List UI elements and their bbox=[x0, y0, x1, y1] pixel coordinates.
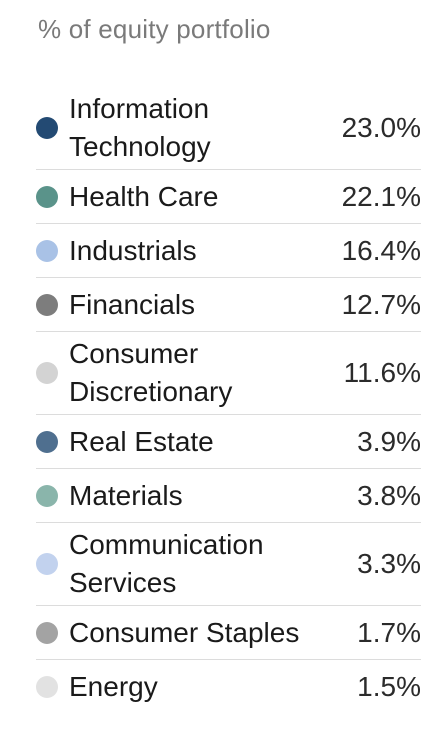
legend-dot-icon bbox=[36, 239, 58, 262]
list-item-financials: Financials 12.7% bbox=[36, 278, 421, 332]
sector-percentage: 11.6% bbox=[343, 357, 421, 388]
list-item-industrials: Industrials 16.4% bbox=[36, 224, 421, 278]
section-title: % of equity portfolio bbox=[38, 14, 271, 44]
sector-percentage: 3.8% bbox=[357, 479, 421, 511]
sector-label: Industrials bbox=[69, 234, 197, 266]
legend-dot-icon bbox=[36, 185, 58, 208]
sector-label: Consumer Discretionary bbox=[69, 338, 233, 407]
list-item-energy: Energy 1.5% bbox=[36, 660, 421, 714]
sector-label: Financials bbox=[69, 288, 196, 320]
sector-percentage: 16.4% bbox=[341, 234, 421, 266]
legend-dot-icon bbox=[36, 293, 58, 316]
sector-label: Health Care bbox=[69, 180, 219, 212]
sector-label: Real Estate bbox=[69, 425, 214, 457]
sector-label: Energy bbox=[69, 671, 158, 702]
legend-dot-icon bbox=[36, 484, 58, 507]
list-item-information-technology: Information Technology 23.0% bbox=[36, 87, 421, 170]
sector-percentage: 23.0% bbox=[341, 112, 421, 143]
legend-dot-icon bbox=[36, 553, 58, 575]
list-item-communication-services: Communication Services 3.3% bbox=[36, 523, 421, 606]
sector-percentage: 3.3% bbox=[357, 548, 421, 579]
list-item-consumer-staples: Consumer Staples 1.7% bbox=[36, 606, 421, 660]
sector-percentage: 1.5% bbox=[357, 671, 421, 702]
legend-dot-icon bbox=[36, 362, 58, 384]
sector-percentage: 3.9% bbox=[357, 425, 421, 457]
legend-dot-icon bbox=[36, 676, 58, 698]
legend-dot-icon bbox=[36, 117, 58, 139]
sector-label: Materials bbox=[69, 479, 183, 511]
sector-percentage: 22.1% bbox=[341, 180, 421, 212]
legend-dot-icon bbox=[36, 430, 58, 453]
sector-label: Consumer Staples bbox=[69, 616, 300, 648]
legend-dot-icon bbox=[36, 621, 58, 644]
sector-allocation-list: Information Technology 23.0% Health Care… bbox=[36, 87, 421, 714]
sector-label: Communication Services bbox=[69, 529, 264, 598]
sector-percentage: 12.7% bbox=[341, 288, 421, 320]
list-item-materials: Materials 3.8% bbox=[36, 469, 421, 523]
sector-percentage: 1.7% bbox=[357, 616, 421, 648]
list-item-real-estate: Real Estate 3.9% bbox=[36, 415, 421, 469]
sector-label: Information Technology bbox=[69, 93, 211, 162]
list-item-health-care: Health Care 22.1% bbox=[36, 170, 421, 224]
list-item-consumer-discretionary: Consumer Discretionary 11.6% bbox=[36, 332, 421, 415]
